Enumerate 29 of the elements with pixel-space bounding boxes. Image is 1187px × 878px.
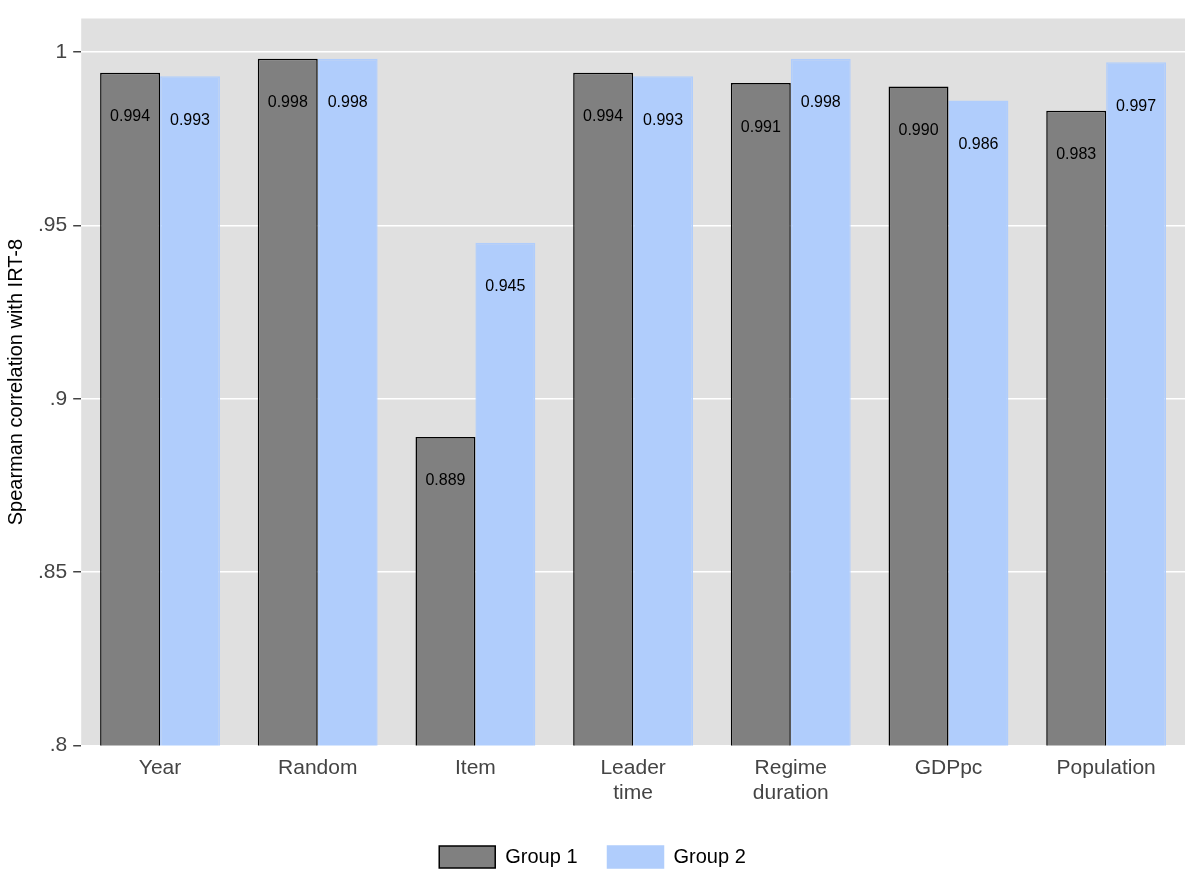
data-label: 0.994 [583, 107, 624, 125]
data-label: 0.994 [110, 107, 151, 125]
x-tick-label: GDPpc [914, 755, 983, 778]
data-label: 0.998 [800, 93, 841, 111]
legend-label: Group 1 [505, 844, 578, 867]
y-axis-title: Spearman correlation with IRT-8 [3, 238, 26, 526]
data-label: 0.998 [267, 93, 308, 111]
y-tick-label: .9 [49, 385, 68, 409]
data-label: 0.986 [958, 134, 999, 152]
data-label: 0.945 [485, 277, 526, 295]
data-label: 0.993 [643, 110, 684, 128]
data-label: 0.998 [327, 93, 368, 111]
x-tick-label: Leader time [600, 755, 666, 804]
y-tick-label: .8 [49, 732, 68, 756]
y-tick-label: .95 [37, 212, 68, 236]
x-tick-label: Item [454, 755, 496, 778]
x-tick-label: Random [278, 755, 358, 778]
legend-label: Group 2 [673, 844, 746, 867]
data-label: 0.990 [898, 120, 939, 138]
x-tick-label: Regime duration [752, 755, 829, 804]
data-label: 0.983 [1056, 145, 1097, 163]
data-label: 0.889 [425, 471, 466, 489]
data-label: 0.997 [1116, 96, 1157, 114]
y-tick-label: 1 [55, 38, 68, 62]
y-tick-label: .85 [37, 558, 68, 582]
x-tick-label: Population [1056, 755, 1156, 778]
x-tick-label: Year [138, 755, 182, 778]
data-label: 0.991 [740, 117, 781, 135]
data-label: 0.993 [169, 110, 211, 128]
